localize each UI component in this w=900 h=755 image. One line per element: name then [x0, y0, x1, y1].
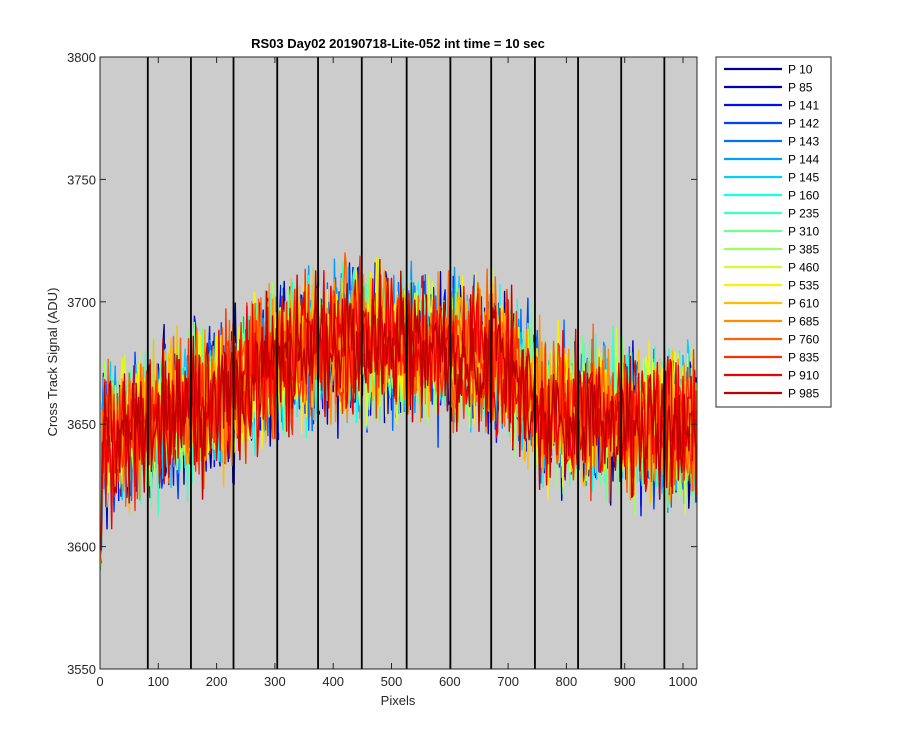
x-axis-label: Pixels	[381, 693, 416, 708]
x-tick-label: 900	[614, 674, 636, 689]
legend-label: P 310	[788, 225, 819, 239]
legend-label: P 760	[788, 333, 819, 347]
legend-label: P 144	[788, 153, 819, 167]
legend-label: P 160	[788, 189, 819, 203]
legend-label: P 85	[788, 81, 813, 95]
legend-label: P 685	[788, 315, 819, 329]
legend-label: P 385	[788, 243, 819, 257]
x-tick-label: 600	[439, 674, 461, 689]
y-tick-label: 3700	[67, 295, 96, 310]
legend-label: P 835	[788, 351, 819, 365]
x-tick-label: 100	[147, 674, 169, 689]
legend-label: P 10	[788, 63, 813, 77]
legend-label: P 142	[788, 117, 819, 131]
y-tick-label: 3750	[67, 172, 96, 187]
legend-label: P 985	[788, 387, 819, 401]
legend-label: P 535	[788, 279, 819, 293]
x-tick-label: 400	[322, 674, 344, 689]
x-tick-label: 800	[556, 674, 578, 689]
legend-label: P 143	[788, 135, 819, 149]
y-axis-label: Cross Track Signal (ADU)	[45, 288, 60, 437]
x-tick-label: 1000	[669, 674, 698, 689]
legend-label: P 141	[788, 99, 819, 113]
x-tick-label: 500	[381, 674, 403, 689]
legend-label: P 235	[788, 207, 819, 221]
x-tick-label: 700	[497, 674, 519, 689]
chart-title: RS03 Day02 20190718-Lite-052 int time = …	[251, 36, 545, 51]
series-group	[100, 252, 697, 571]
series-line-p-985	[100, 258, 697, 550]
axes-box	[99, 56, 698, 670]
legend-label: P 610	[788, 297, 819, 311]
legend-label: P 910	[788, 369, 819, 383]
legend-label: P 460	[788, 261, 819, 275]
x-tick-label: 200	[206, 674, 228, 689]
y-tick-label: 3650	[67, 417, 96, 432]
x-tick-label: 300	[264, 674, 286, 689]
y-tick-label: 3600	[67, 540, 96, 555]
legend: P 10 P 85 P 141 P 142 P 143 P 144 P 145 P 160 P …	[715, 56, 832, 408]
legend-label: P 145	[788, 171, 819, 185]
y-tick-label: 3550	[67, 662, 96, 677]
x-tick-label: 0	[96, 674, 103, 689]
y-tick-label: 3800	[67, 50, 96, 65]
